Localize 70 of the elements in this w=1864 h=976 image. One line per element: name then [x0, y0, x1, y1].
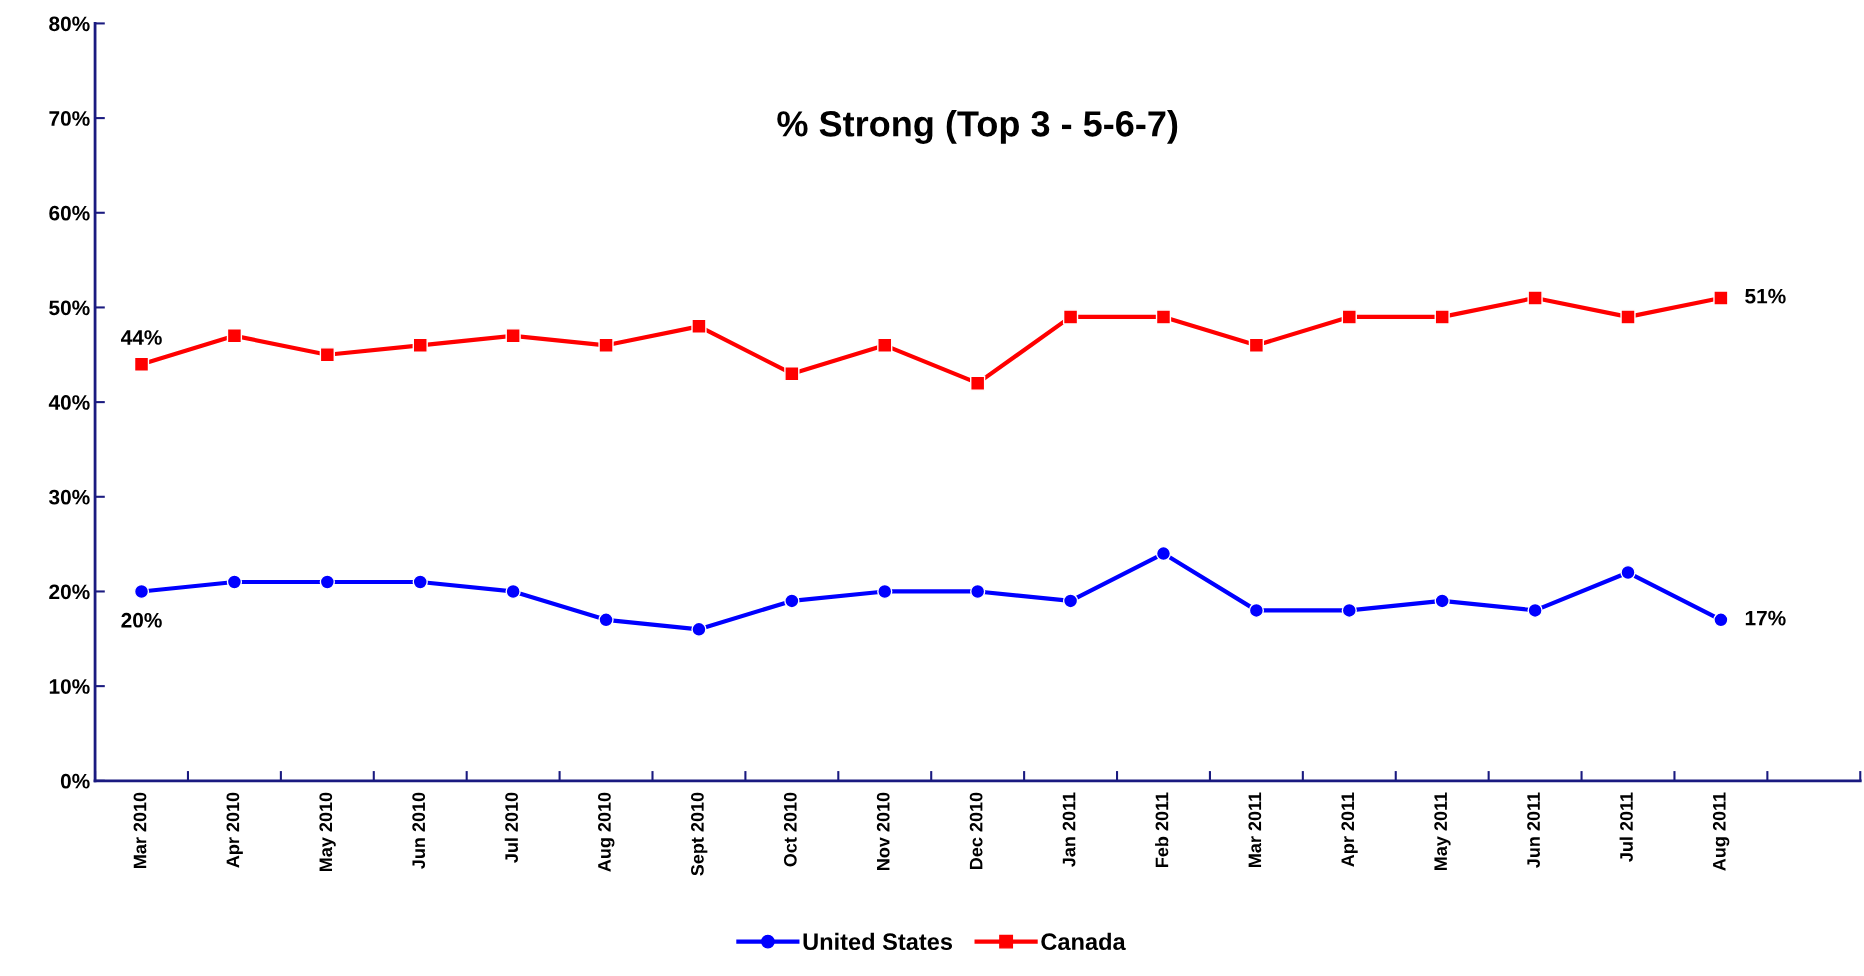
x-tick-label: Jun 2010 [412, 792, 426, 869]
x-tick-label: Jan 2011 [1062, 792, 1076, 867]
point [598, 612, 614, 628]
point [784, 593, 800, 609]
point [1062, 593, 1079, 609]
y-tick-label: 60% [49, 205, 90, 221]
x-tick-label: Oct 2010 [783, 792, 797, 867]
point [1434, 309, 1450, 325]
x-tick-label: Dec 2010 [969, 792, 983, 869]
y-tick-label: 70% [49, 111, 90, 126]
point [1155, 545, 1172, 562]
x-tick-label: Apr 2011 [1341, 792, 1358, 867]
y-tick-label: 10% [49, 679, 90, 694]
point [598, 337, 614, 353]
y-tick-label: 80% [49, 16, 90, 32]
point [319, 574, 335, 590]
y-tick-label: 50% [49, 300, 90, 316]
point [784, 366, 800, 382]
data-label: 51% [1745, 288, 1786, 304]
x-tick-label: Sept 2010 [691, 792, 708, 876]
y-tick-label: 30% [48, 489, 90, 505]
x-tick-label: Jul 2011 [1619, 792, 1633, 862]
y-tick-label: 20% [49, 584, 90, 600]
y-tick-label: 0% [60, 773, 90, 789]
point [1527, 290, 1543, 306]
point [133, 356, 150, 372]
point [1527, 602, 1543, 619]
x-tick-label: Mar 2010 [133, 792, 147, 868]
y-tick-label: 40% [48, 395, 90, 410]
point [1155, 309, 1172, 325]
x-tick-label: Jul 2010 [504, 792, 518, 863]
text: % Strong (Top 3 - 5-6-7) [777, 110, 1178, 144]
legend-label: Canada [1041, 932, 1126, 951]
point [319, 347, 335, 363]
x-tick-label: Apr 2010 [226, 792, 243, 868]
point [970, 375, 986, 391]
point [877, 583, 893, 600]
x-tick-label: May 2011 [1434, 792, 1451, 871]
x-tick-label: Aug 2011 [1712, 792, 1730, 871]
point [1062, 309, 1079, 325]
point [505, 583, 521, 600]
point [1341, 602, 1357, 619]
data-label: 20% [121, 612, 162, 628]
legend-label: United States [803, 932, 953, 951]
x-tick-label: Feb 2011 [1155, 792, 1169, 867]
point [691, 621, 707, 637]
point [1713, 290, 1729, 306]
x-tick-label: Mar 2011 [1248, 792, 1262, 867]
point [226, 574, 243, 590]
point [1341, 309, 1357, 325]
point [1434, 593, 1450, 609]
data-label: 44% [120, 330, 162, 345]
x-tick-label: Nov 2010 [876, 792, 890, 870]
x-tick-label: Aug 2010 [598, 792, 615, 872]
point [1248, 337, 1265, 353]
point [1620, 564, 1636, 581]
x-tick-label: May 2010 [319, 792, 336, 871]
point [877, 337, 893, 353]
data-label: 17% [1745, 610, 1786, 626]
x-tick-label: Jun 2011 [1527, 792, 1540, 868]
point [133, 583, 150, 600]
point [1713, 612, 1729, 628]
point [412, 574, 428, 590]
point [1248, 602, 1265, 619]
point [970, 583, 986, 600]
point [226, 328, 243, 344]
point [691, 318, 707, 335]
point [505, 328, 521, 344]
point [412, 337, 428, 353]
point [1620, 309, 1636, 325]
